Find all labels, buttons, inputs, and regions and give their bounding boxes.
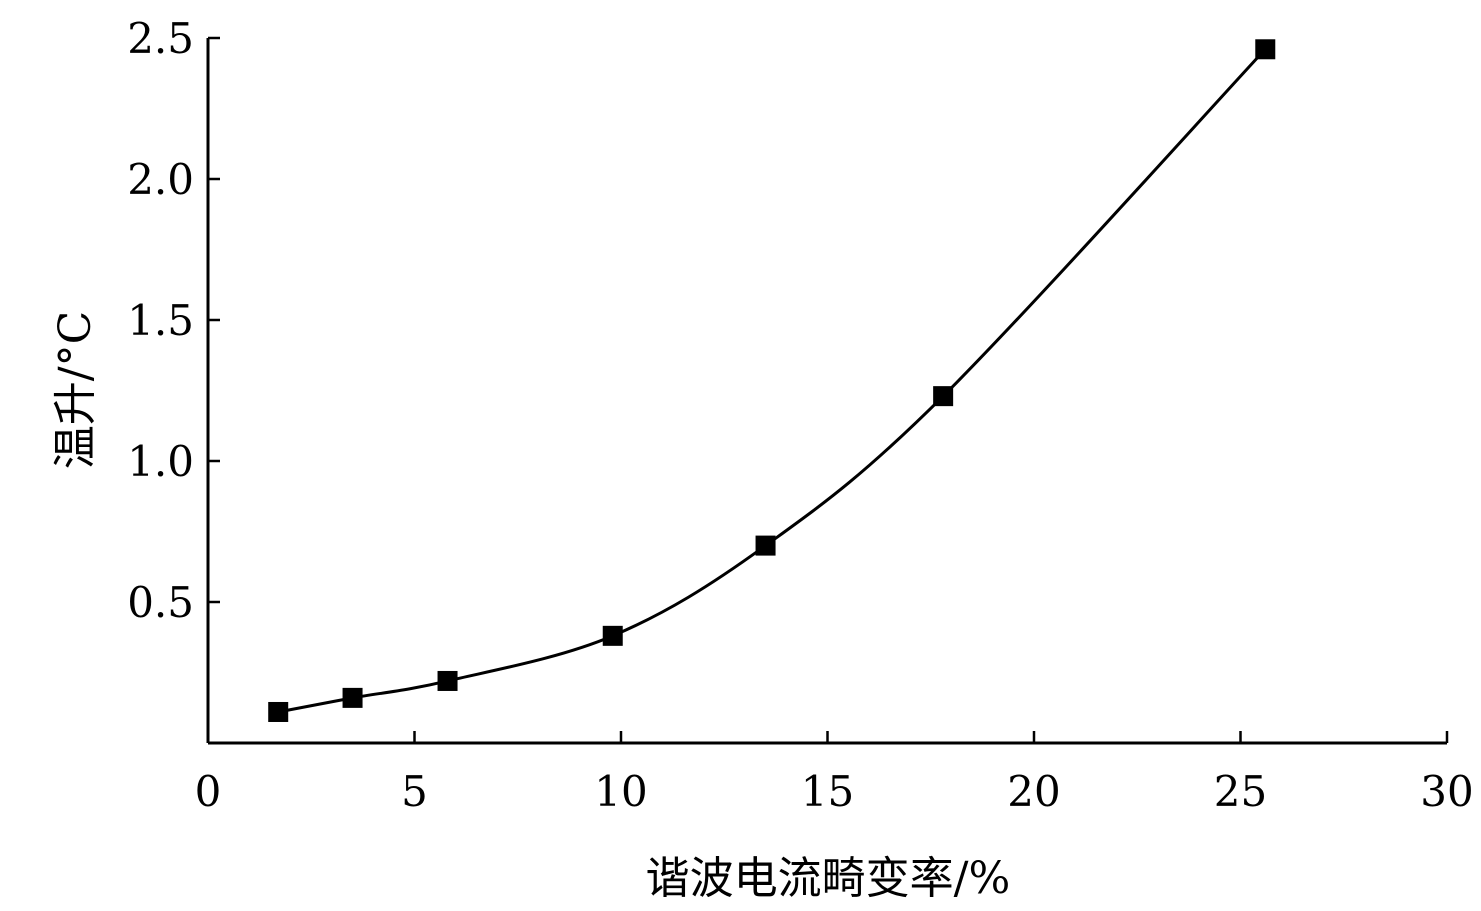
x-tick-label: 30 (1420, 767, 1473, 816)
x-tick-label: 0 (195, 767, 222, 816)
x-tick-label: 20 (1007, 767, 1060, 816)
y-tick-label: 1.0 (127, 437, 194, 486)
data-point (1255, 39, 1276, 60)
data-point (933, 386, 954, 407)
x-tick-label: 25 (1214, 767, 1267, 816)
y-tick-label: 1.5 (127, 296, 194, 345)
data-point (755, 535, 776, 556)
y-tick-label: 2.0 (127, 155, 194, 204)
series-line (277, 48, 1267, 714)
x-tick-label: 15 (801, 767, 854, 816)
y-axis-title: 温升/°C (50, 311, 101, 470)
y-tick-label: 0.5 (127, 578, 194, 627)
data-point (342, 687, 363, 708)
x-tick-label: 5 (401, 767, 428, 816)
x-tick-label: 10 (594, 767, 647, 816)
data-point (437, 670, 458, 691)
axes (206, 38, 1447, 745)
data-point (268, 701, 289, 722)
series (268, 39, 1276, 722)
data-point (602, 625, 623, 646)
y-tick-label: 2.5 (127, 14, 194, 63)
x-axis-title: 谐波电流畸变率/% (646, 853, 1011, 904)
ticks: 0 5 10 15 20 25 30 0.5 1.0 1.5 2.0 2.5 (127, 14, 1474, 816)
